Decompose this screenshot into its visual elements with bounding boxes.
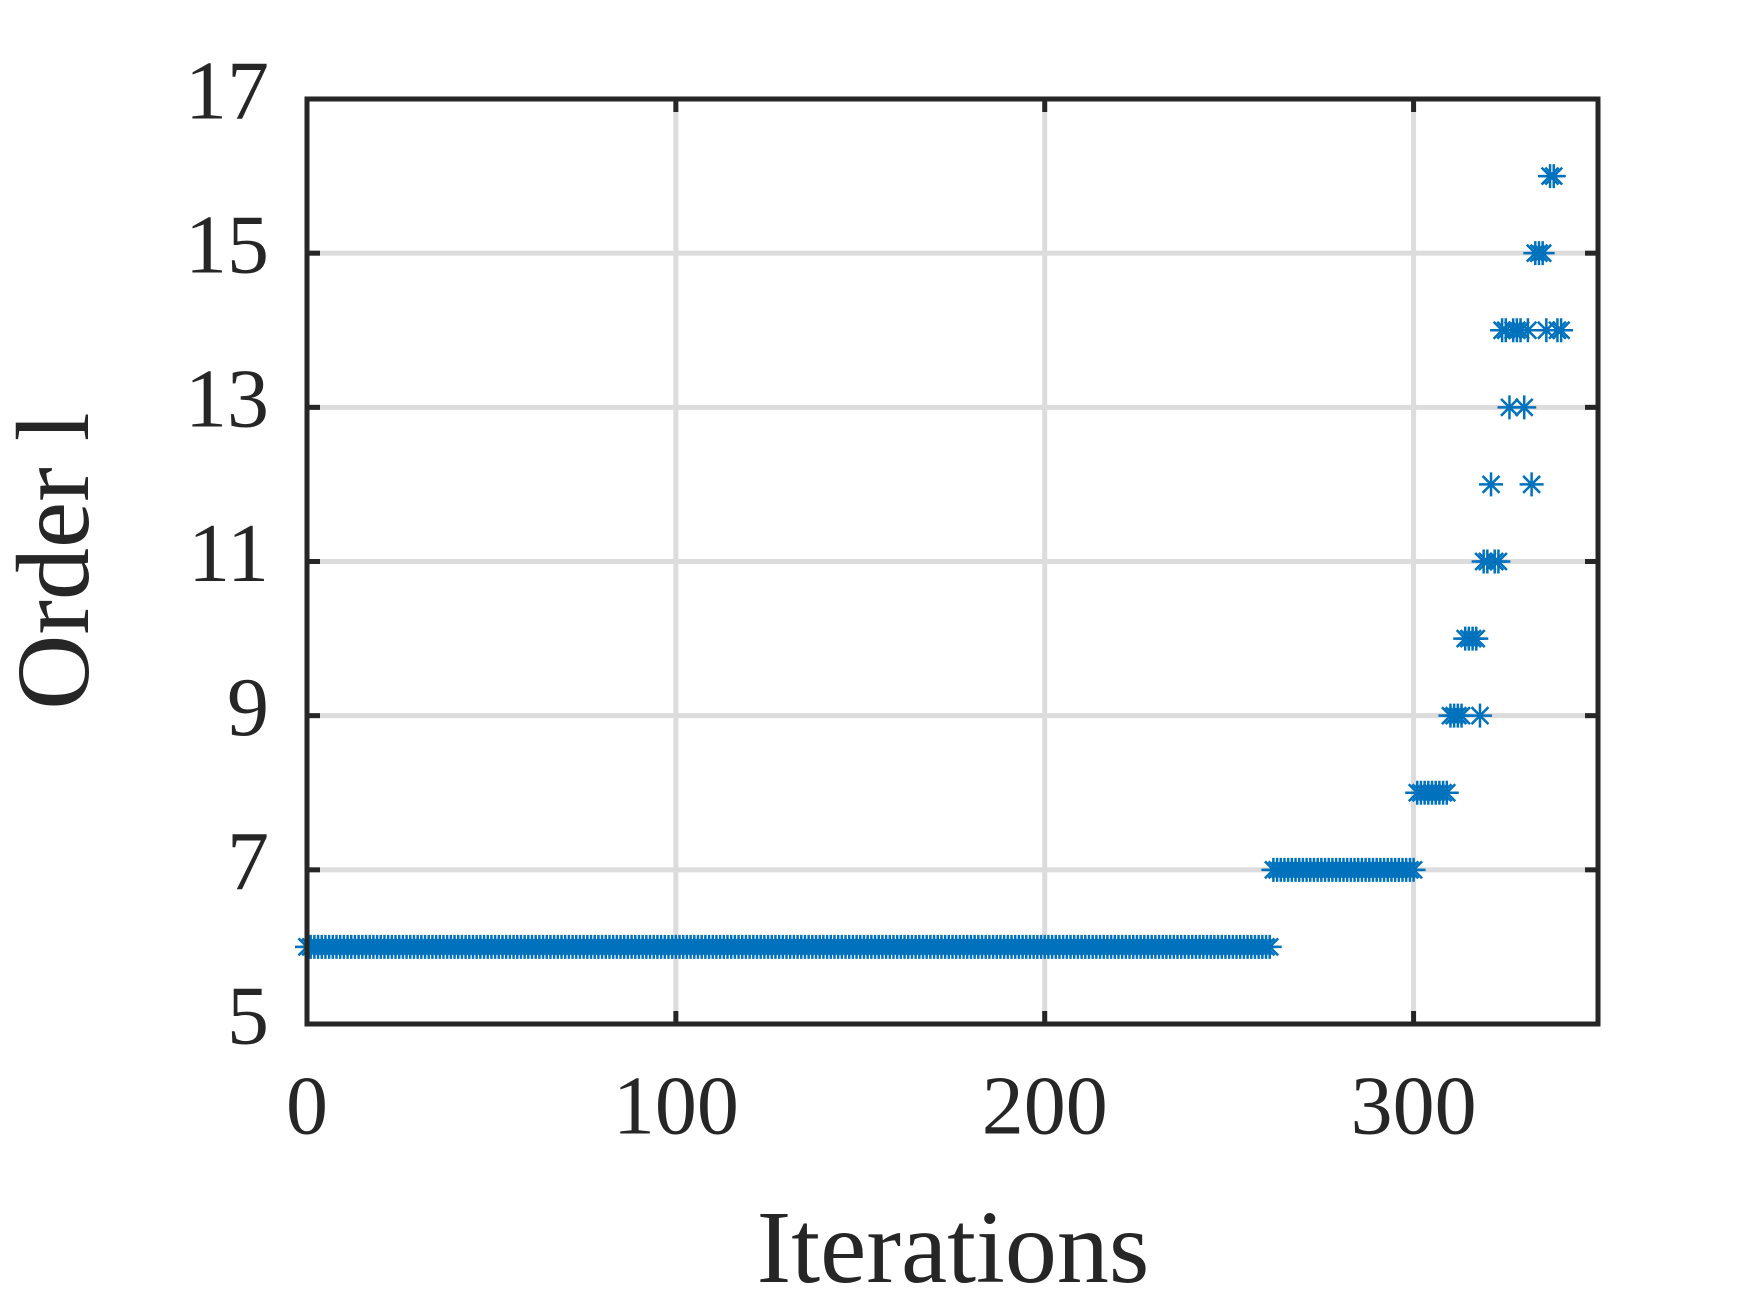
data-point	[1467, 703, 1492, 728]
y-axis-label: Order l	[0, 412, 111, 709]
data-point	[1549, 318, 1574, 343]
axes-box	[304, 96, 1601, 1027]
y-tick-label: 13	[185, 353, 269, 446]
markers	[295, 164, 1574, 959]
y-tick-label: 5	[227, 969, 269, 1062]
data-point	[1519, 472, 1544, 497]
data-point	[1530, 241, 1555, 266]
x-tick-label: 300	[1351, 1059, 1477, 1152]
data-point	[1515, 318, 1540, 343]
data-point	[1512, 395, 1537, 420]
data-point	[1497, 395, 1522, 420]
x-tick-label: 100	[613, 1059, 739, 1152]
data-point	[1401, 857, 1426, 882]
data-point	[1464, 626, 1489, 651]
y-tick-label: 7	[227, 815, 269, 908]
y-tick-label: 15	[185, 198, 269, 291]
x-axis-label: Iterations	[757, 1190, 1150, 1305]
x-tick-label: 200	[982, 1059, 1108, 1152]
data-point	[1479, 472, 1504, 497]
data-point	[1257, 934, 1282, 959]
y-tick-label: 11	[188, 507, 269, 600]
data-point	[1541, 164, 1566, 189]
data-point	[1486, 549, 1511, 574]
y-tick-label: 17	[185, 44, 269, 137]
y-tick-label: 9	[227, 661, 269, 754]
x-tick-label: 0	[286, 1059, 328, 1152]
data-point	[1449, 703, 1474, 728]
grid	[304, 96, 1598, 1027]
data-point	[1434, 780, 1459, 805]
